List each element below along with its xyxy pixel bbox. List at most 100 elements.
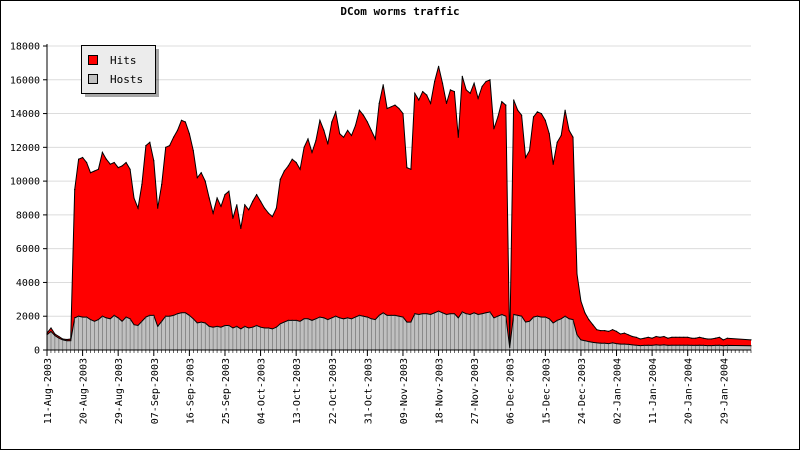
data-point-hits-173	[750, 339, 752, 341]
data-point-hits-57	[271, 216, 273, 218]
data-point-hits-120	[521, 114, 523, 116]
data-point-hits-160	[679, 336, 681, 338]
data-point-hits-123	[532, 116, 535, 118]
data-point-hits-152	[647, 336, 649, 338]
data-point-hits-22	[133, 197, 135, 199]
data-point-hits-13	[97, 168, 99, 170]
data-point-hits-37	[192, 150, 194, 152]
data-point-hits-94	[418, 99, 420, 101]
data-point-hits-64	[299, 168, 301, 170]
chart-title: DCom worms traffic	[340, 5, 460, 18]
data-point-hits-83	[374, 138, 376, 140]
data-point-hits-80	[362, 114, 364, 116]
data-point-hits-16	[109, 163, 111, 165]
data-point-hits-48	[236, 204, 238, 206]
data-point-hits-26	[149, 141, 151, 143]
data-point-hits-118	[513, 99, 515, 101]
y-tick-label-0: 0	[34, 346, 40, 357]
data-point-hits-7	[74, 189, 76, 191]
data-point-hits-127	[548, 133, 550, 135]
data-point-hits-141	[604, 330, 606, 332]
data-point-hits-132	[568, 129, 570, 131]
data-point-hits-19	[121, 165, 123, 167]
data-point-hits-61	[287, 165, 289, 167]
y-tick-label-4: 8000	[16, 210, 40, 221]
data-point-hits-147	[627, 334, 630, 336]
data-point-hits-34	[180, 119, 183, 121]
x-tick-label-12: 27-Nov-2003	[470, 358, 481, 424]
data-point-hits-18	[117, 167, 119, 169]
data-point-hits-144	[615, 330, 618, 332]
data-point-hits-60	[283, 170, 285, 172]
series-area-hits	[47, 66, 751, 351]
x-tick-label-1: 20-Aug-2003	[79, 358, 90, 424]
legend-swatch-hosts	[88, 74, 98, 84]
data-point-hits-128	[552, 163, 554, 165]
data-point-hits-157	[667, 337, 669, 339]
series-line-hosts	[46, 310, 752, 348]
data-point-hits-101	[445, 102, 448, 104]
data-point-hits-169	[714, 337, 717, 339]
data-point-hits-31	[169, 145, 171, 147]
data-point-hits-106	[465, 89, 467, 91]
data-point-hits-10	[86, 161, 88, 164]
y-tick-label-6: 12000	[10, 143, 40, 154]
data-point-hits-88	[394, 104, 396, 106]
data-point-hits-96	[426, 94, 428, 96]
data-point-hits-14	[101, 151, 103, 153]
data-point-hits-58	[275, 207, 277, 209]
data-point-hits-56	[267, 212, 270, 214]
data-point-hits-119	[517, 109, 519, 111]
data-point-hits-27	[153, 160, 155, 162]
x-tick-label-2: 29-Aug-2003	[114, 358, 125, 424]
data-point-hits-1	[50, 327, 52, 329]
data-point-hits-45	[224, 194, 226, 196]
data-point-hits-149	[635, 336, 637, 338]
data-point-hits-65	[303, 146, 305, 148]
data-point-hits-75	[343, 136, 345, 138]
legend-box	[81, 45, 156, 94]
data-point-hits-139	[596, 329, 598, 331]
data-point-hits-78	[354, 124, 357, 126]
data-point-hits-86	[386, 107, 388, 110]
data-point-hits-168	[710, 338, 713, 340]
data-point-hits-122	[528, 150, 531, 152]
data-point-hits-142	[608, 330, 610, 332]
data-point-hits-69	[319, 119, 321, 121]
data-point-hits-84	[378, 102, 380, 104]
y-tick-label-1: 2000	[16, 312, 40, 323]
x-tick-label-19: 29-Jan-2004	[719, 358, 730, 424]
data-point-hits-146	[623, 332, 626, 334]
data-point-hits-2	[54, 333, 56, 335]
data-point-hits-20	[125, 161, 127, 164]
data-point-hits-40	[204, 180, 206, 182]
data-point-hits-81	[366, 121, 368, 123]
data-point-hits-54	[260, 200, 262, 202]
data-point-hits-158	[671, 336, 673, 338]
data-point-hits-166	[702, 337, 705, 339]
data-point-hits-92	[410, 168, 412, 170]
data-point-hits-167	[706, 338, 709, 340]
data-point-hits-151	[643, 337, 645, 339]
data-point-hits-159	[675, 336, 677, 338]
data-point-hits-121	[525, 156, 527, 159]
y-tick-label-5: 10000	[10, 177, 40, 188]
data-point-hits-41	[208, 197, 210, 199]
x-tick-label-4: 16-Sep-2003	[185, 358, 196, 424]
y-tick-label-7: 14000	[10, 109, 40, 120]
data-point-hits-145	[619, 333, 622, 335]
data-point-hits-28	[157, 207, 159, 209]
data-point-hits-24	[141, 183, 143, 186]
data-point-hits-17	[113, 161, 115, 164]
data-point-hits-163	[691, 337, 693, 339]
x-tick-label-16: 02-Jan-2004	[613, 358, 624, 424]
data-point-hits-55	[263, 207, 266, 209]
data-point-hits-38	[196, 177, 198, 179]
data-point-hits-140	[600, 330, 602, 332]
data-point-hits-97	[430, 102, 432, 104]
data-point-hits-102	[449, 89, 451, 91]
x-tick-label-11: 18-Nov-2003	[435, 358, 446, 424]
data-point-hits-85	[382, 84, 384, 86]
data-point-hits-68	[315, 140, 317, 142]
